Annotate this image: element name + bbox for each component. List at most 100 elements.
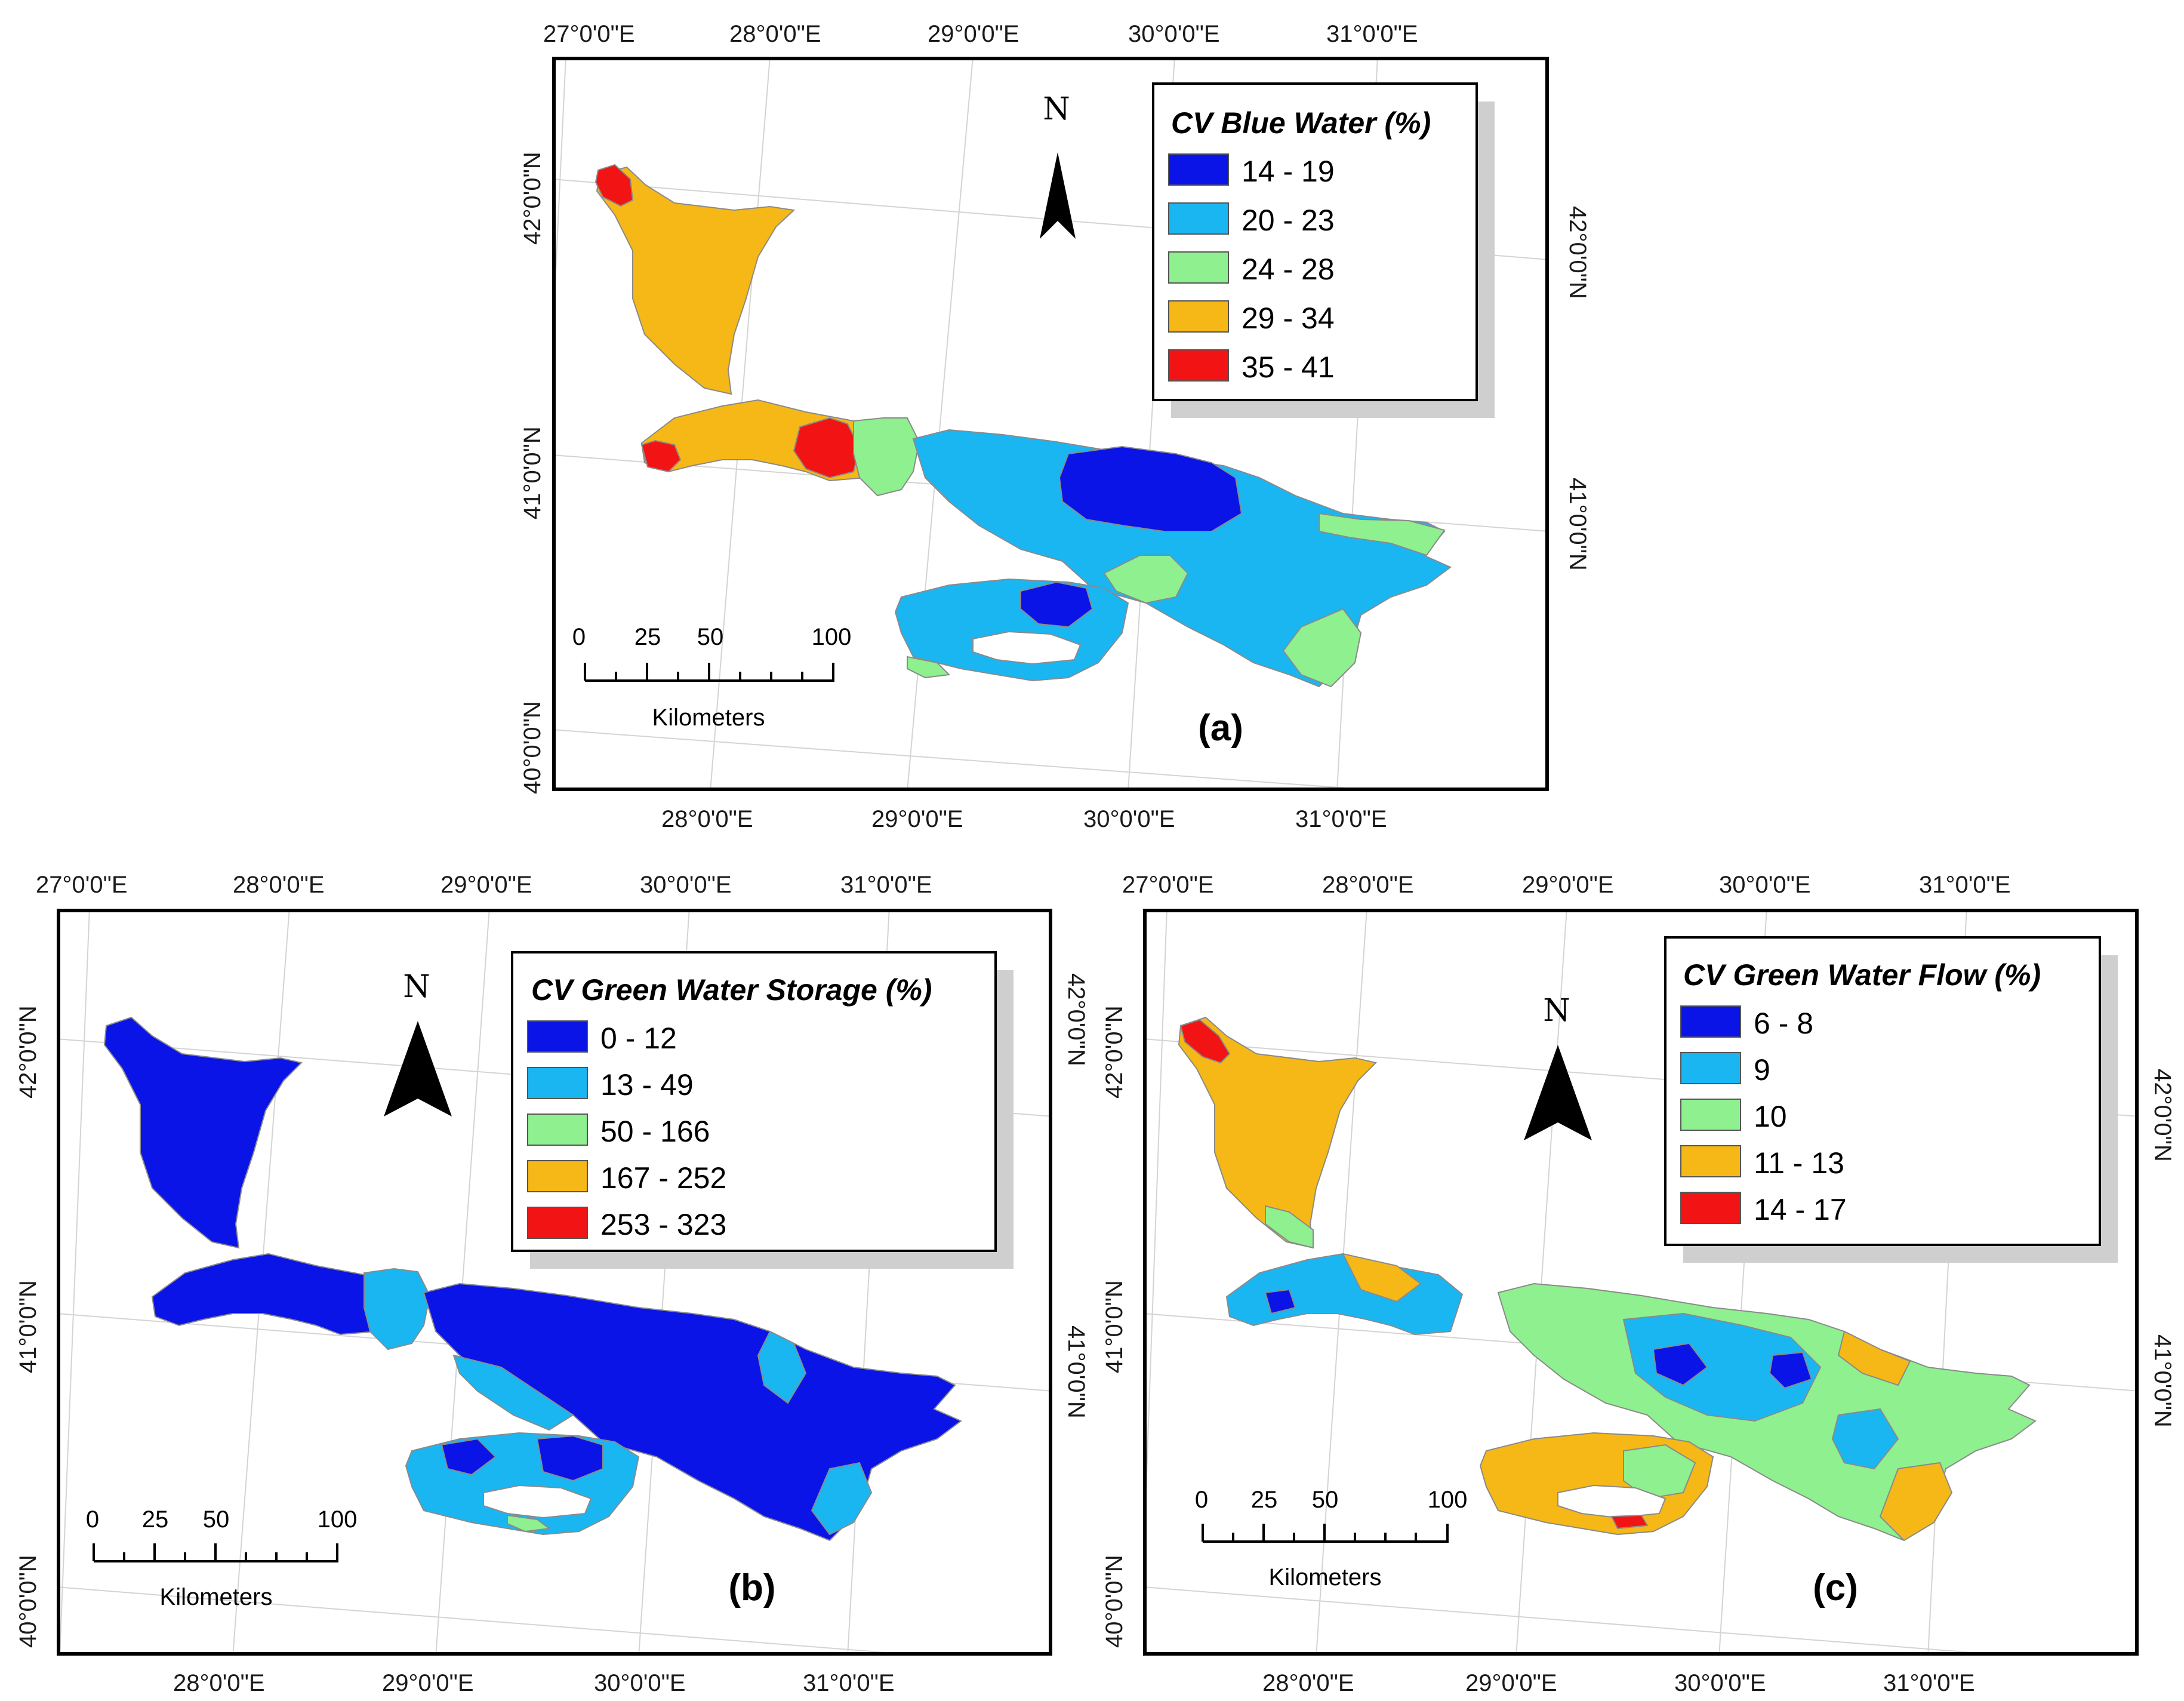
north-arrow-label: N	[403, 969, 430, 1005]
north-arrow-icon	[1524, 1045, 1592, 1140]
watershed-north-arm	[1178, 1016, 1377, 1249]
lon-label-bottom: 30°0'0"E	[1083, 806, 1175, 832]
legend-swatch-3	[1680, 1099, 1741, 1131]
legend-class-1: 0 - 12	[600, 1022, 677, 1055]
watershed-blue-core-1	[1652, 1342, 1708, 1386]
legend-swatch-3	[527, 1114, 588, 1146]
lat-label-left: 40°0'0"N	[519, 701, 546, 794]
map-panel-a: 27°0'0"E 28°0'0"E 29°0'0"E 30°0'0"E 31°0…	[519, 21, 1591, 832]
map-frame-content	[1145, 911, 2137, 1654]
scale-tick-25: 25	[634, 624, 661, 650]
legend-b: CV Green Water Storage (%) 0 - 12 13 - 4…	[511, 951, 1014, 1269]
watershed-cyan-east	[1831, 1408, 1899, 1470]
legend-title: CV Green Water Storage (%)	[531, 973, 932, 1007]
north-arrow: N	[1524, 993, 1592, 1140]
watershed-red-nw	[594, 164, 634, 207]
watershed-blue-core-2	[1769, 1351, 1813, 1389]
legend-swatch-5	[1168, 349, 1229, 382]
lat-label-left: 41°0'0"N	[15, 1280, 41, 1373]
legend-title: CV Blue Water (%)	[1171, 106, 1431, 140]
lon-label-bottom: 31°0'0"E	[1883, 1670, 1975, 1696]
lon-label-bottom: 30°0'0"E	[1674, 1670, 1766, 1696]
lon-label-bottom: 28°0'0"E	[173, 1670, 265, 1696]
legend-swatch-2	[1680, 1052, 1741, 1084]
legend-class-4: 11 - 13	[1754, 1146, 1844, 1180]
watershed-cyan-core	[1622, 1312, 1822, 1422]
scale-tick-50: 50	[1312, 1487, 1339, 1513]
watershed-blue-south	[441, 1438, 497, 1476]
lon-label-top: 31°0'0"E	[840, 872, 932, 898]
legend-swatch-1	[1680, 1005, 1741, 1038]
scale-units: Kilometers	[1269, 1564, 1382, 1591]
panel-label: (a)	[1198, 708, 1243, 749]
legend-swatch-5	[527, 1207, 588, 1239]
watershed-red-nw	[1179, 1019, 1231, 1064]
legend-swatch-1	[527, 1020, 588, 1053]
lat-label-right: 41°0'0"N	[1063, 1325, 1089, 1419]
scale-tick-0: 0	[1195, 1487, 1208, 1513]
watershed-map	[1178, 1016, 2037, 1542]
watershed-lake-hole	[972, 630, 1082, 665]
lat-label-left: 41°0'0"N	[519, 426, 546, 519]
watershed-north-arm	[596, 166, 796, 395]
scale-tick-25: 25	[142, 1506, 169, 1533]
legend-title: CV Green Water Flow (%)	[1683, 958, 2041, 992]
legend-swatch-4	[527, 1160, 588, 1192]
lat-label-left: 42°0'0"N	[519, 152, 546, 245]
lon-label-top: 28°0'0"E	[729, 21, 821, 47]
lon-label-top: 30°0'0"E	[1128, 21, 1220, 47]
legend-swatch-2	[527, 1067, 588, 1099]
lon-label-bottom: 29°0'0"E	[382, 1670, 474, 1696]
scale-bar: 0 25 50 100 Kilometers	[572, 624, 852, 731]
north-arrow-label: N	[1043, 91, 1070, 127]
panel-label: (b)	[728, 1567, 775, 1608]
watershed-green-south	[1282, 608, 1362, 688]
lon-label-bottom: 28°0'0"E	[661, 806, 753, 832]
watershed-orange-west	[1342, 1253, 1422, 1303]
scale-units: Kilometers	[652, 705, 765, 731]
scale-tick-100: 100	[1428, 1487, 1468, 1513]
lon-label-top: 28°0'0"E	[1322, 872, 1414, 898]
scale-bar: 0 25 50 100 Kilometers	[86, 1506, 358, 1610]
lon-label-top: 29°0'0"E	[1522, 872, 1614, 898]
north-arrow: N	[1040, 91, 1076, 239]
watershed-green-south	[1623, 1444, 1696, 1500]
scale-tick-100: 100	[812, 624, 852, 650]
north-arrow-label: N	[1543, 993, 1570, 1029]
legend-class-3: 50 - 166	[600, 1115, 710, 1148]
scale-units: Kilometers	[160, 1584, 273, 1610]
watershed-blue-core	[1058, 445, 1243, 532]
legend-class-5: 253 - 323	[600, 1208, 726, 1241]
lat-label-left: 40°0'0"N	[1101, 1555, 1128, 1648]
lon-label-bottom: 28°0'0"E	[1262, 1670, 1354, 1696]
legend-class-1: 6 - 8	[1754, 1007, 1813, 1040]
legend-class-2: 13 - 49	[600, 1068, 694, 1102]
watershed-cyan-patch-2	[757, 1330, 807, 1404]
watershed-map	[103, 1016, 962, 1542]
map-frame	[1143, 909, 2139, 1656]
lon-label-bottom: 30°0'0"E	[594, 1670, 686, 1696]
scale-tick-25: 25	[1251, 1487, 1278, 1513]
lon-label-bottom: 29°0'0"E	[871, 806, 963, 832]
lon-label-bottom: 31°0'0"E	[803, 1670, 895, 1696]
lon-label-top: 30°0'0"E	[640, 872, 732, 898]
legend-class-4: 167 - 252	[600, 1161, 726, 1195]
lon-label-top: 27°0'0"E	[1122, 872, 1214, 898]
legend-c: CV Green Water Flow (%) 6 - 8 9 10 11 - …	[1664, 936, 2118, 1263]
legend-swatch-3	[1168, 251, 1229, 284]
watershed-cyan-patch-1	[452, 1354, 574, 1431]
watershed-cyan-neck	[364, 1268, 431, 1351]
lon-label-top: 30°0'0"E	[1719, 872, 1811, 898]
legend-class-5: 14 - 17	[1754, 1193, 1847, 1226]
north-arrow: N	[384, 969, 452, 1116]
legend-swatch-1	[1168, 153, 1229, 186]
watershed-west-arm	[151, 1253, 389, 1336]
lon-label-top: 28°0'0"E	[233, 872, 325, 898]
watershed-map	[594, 164, 1452, 688]
panel-label: (c)	[1813, 1567, 1858, 1608]
watershed-orange-east	[1837, 1330, 1911, 1386]
lon-label-top: 29°0'0"E	[441, 872, 532, 898]
legend-a: CV Blue Water (%) 14 - 19 20 - 23 24 - 2…	[1152, 82, 1495, 418]
watershed-red-east	[793, 417, 861, 479]
watershed-green-mid	[1103, 555, 1189, 604]
